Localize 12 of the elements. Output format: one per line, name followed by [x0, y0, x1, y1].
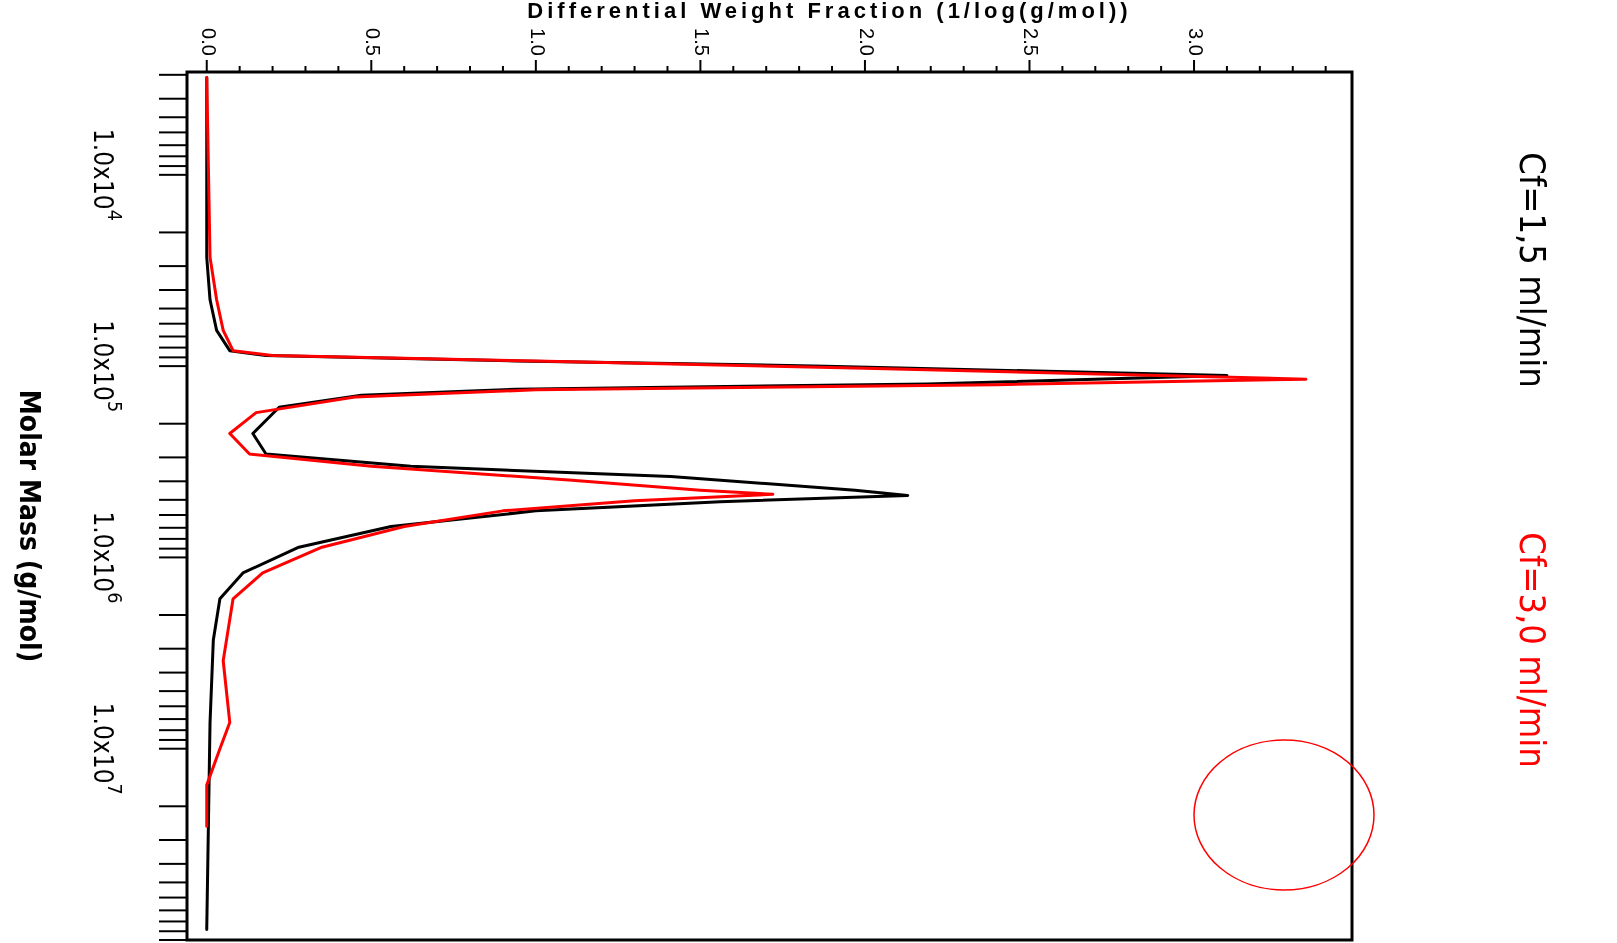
x-tick-label: 2.5 [1020, 28, 1043, 56]
text: Cf=1,5 ml/min [1512, 152, 1553, 388]
x-tick-label: 0.0 [197, 28, 220, 56]
x-axis-title: Differential Weight Fraction (1/log(g/mol)) [527, 0, 1132, 23]
y-axis-title: Molar Mass (g/mol) [13, 389, 46, 663]
x-tick-label: 3.0 [1184, 28, 1207, 56]
line-series [205, 76, 1308, 828]
text: Cf=3,0 ml/min [1512, 532, 1553, 768]
x-tick-label: 1.5 [691, 28, 714, 56]
x-tick-label: 1.0 [526, 28, 549, 56]
x-tick-label: 0.5 [362, 28, 385, 56]
x-tick-label: 2.0 [855, 28, 878, 56]
